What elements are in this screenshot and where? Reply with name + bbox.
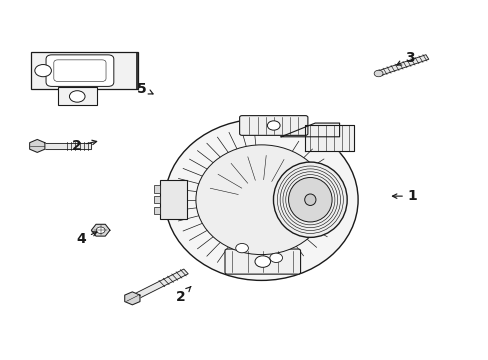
- Ellipse shape: [304, 194, 315, 206]
- Circle shape: [269, 253, 282, 262]
- Polygon shape: [124, 292, 140, 305]
- Polygon shape: [37, 143, 91, 149]
- Text: 4: 4: [76, 232, 97, 246]
- FancyBboxPatch shape: [58, 87, 97, 105]
- Ellipse shape: [196, 145, 326, 255]
- Text: 1: 1: [392, 189, 417, 203]
- Polygon shape: [281, 123, 339, 137]
- FancyBboxPatch shape: [224, 249, 300, 274]
- Polygon shape: [30, 139, 45, 152]
- Ellipse shape: [273, 162, 346, 237]
- Polygon shape: [376, 55, 428, 76]
- Polygon shape: [130, 269, 188, 301]
- Circle shape: [69, 91, 85, 102]
- Circle shape: [254, 256, 270, 267]
- Bar: [154, 185, 160, 193]
- Circle shape: [235, 243, 248, 253]
- Ellipse shape: [288, 177, 331, 222]
- Text: 3: 3: [396, 51, 414, 65]
- FancyBboxPatch shape: [239, 116, 307, 135]
- Circle shape: [35, 64, 51, 77]
- Circle shape: [373, 70, 382, 77]
- Text: 5: 5: [137, 82, 153, 95]
- Polygon shape: [91, 224, 110, 236]
- FancyBboxPatch shape: [31, 52, 138, 89]
- Circle shape: [267, 121, 280, 130]
- Ellipse shape: [164, 119, 357, 280]
- Polygon shape: [305, 126, 353, 151]
- Text: 2: 2: [71, 139, 97, 153]
- FancyBboxPatch shape: [46, 55, 114, 86]
- Circle shape: [96, 227, 105, 233]
- Bar: [154, 196, 160, 203]
- Text: 2: 2: [176, 287, 190, 303]
- Bar: [154, 207, 160, 214]
- Bar: [160, 180, 186, 220]
